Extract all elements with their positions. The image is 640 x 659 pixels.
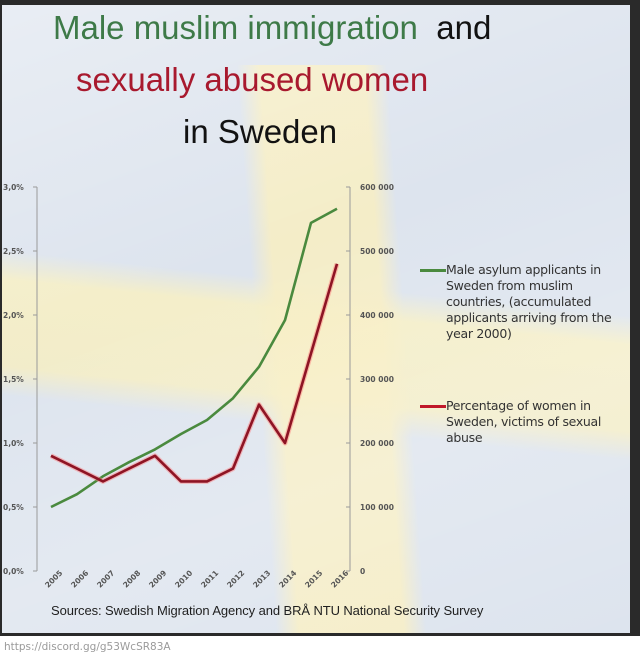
title-line-1: Male muslim immigration and [53,8,640,48]
title-black-text: and [436,9,492,46]
footer-url: https://discord.gg/g53WcSR83A [4,641,171,653]
x-axis-tick-label: 2012 [225,568,246,589]
x-axis-tick-label: 2006 [69,568,90,589]
x-axis-tick-label: 2010 [173,568,194,589]
legend-item-asylum: Male asylum applicants in Sweden from mu… [420,262,630,342]
title-line-3: in Sweden [183,113,338,150]
title-green-text: Male muslim immigration [53,9,418,46]
series-line-asylum-applicants [50,207,338,509]
x-axis-tick-label: 2005 [43,568,64,589]
flag-sheen [2,5,630,633]
title-line-2: sexually abused women [76,61,429,98]
x-axis-tick-label: 2008 [121,568,142,589]
x-axis-tick-label: 2013 [251,568,272,589]
left-axis-tick-label: 1,0% [3,439,24,448]
right-axis: 0 100 000 200 000 300 000 400 000 500 000 600 … [346,183,394,576]
legend-label: Percentage of women in Sweden, victims o… [446,398,602,445]
x-axis-labels: 2005 2006 2007 2008 2009 2010 2011 2012 2013 2014… [43,568,350,589]
right-axis-tick-label: 0 [360,567,365,576]
legend-item-abuse: Percentage of women in Sweden, victims o… [420,398,630,446]
series-line-abuse-percentage [50,263,339,483]
x-axis-tick-label: 2014 [277,568,298,589]
right-axis-tick-label: 100 000 [360,503,394,512]
x-axis-tick-label: 2007 [95,568,116,589]
right-axis-tick-label: 500 000 [360,247,394,256]
x-axis-tick-label: 2009 [147,568,168,589]
left-axis-tick-label: 2,0% [3,311,24,320]
x-axis-tick-label: 2015 [303,568,324,589]
left-axis-tick-label: 0,5% [3,503,24,512]
left-axis: 0,0% 0,5% 1,0% 1,5% 2,0% 2,5% 3,0% [3,183,38,576]
right-axis-tick-label: 300 000 [360,375,394,384]
chart-panel [2,5,630,633]
x-axis-tick-label: 2016 [329,568,350,589]
left-axis-tick-label: 0,0% [3,567,24,576]
right-axis-tick-label: 200 000 [360,439,394,448]
x-axis-tick-label: 2011 [199,568,220,589]
series-line-glow [49,263,340,484]
left-axis-tick-label: 1,5% [3,375,24,384]
right-axis-tick-label: 400 000 [360,311,394,320]
legend-swatch-green [420,269,446,272]
legend-label: Male asylum applicants in Sweden from mu… [446,262,612,341]
left-axis-tick-label: 3,0% [3,183,24,192]
left-axis-tick-label: 2,5% [3,247,24,256]
right-axis-tick-label: 600 000 [360,183,394,192]
sources-caption: Sources: Swedish Migration Agency and BR… [51,603,484,618]
legend-swatch-red [420,405,446,408]
